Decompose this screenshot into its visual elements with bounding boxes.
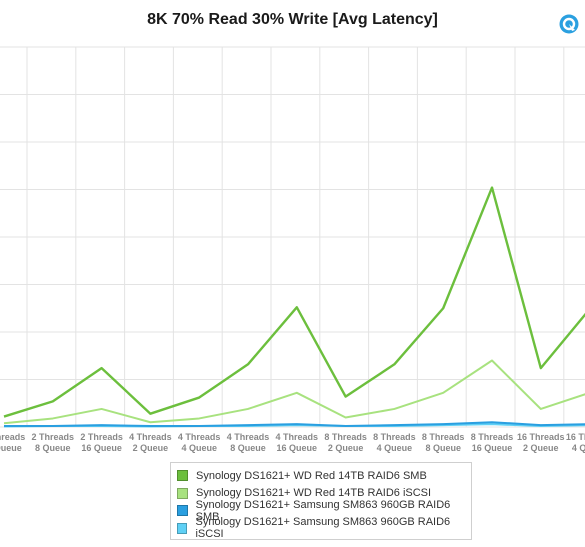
legend-label: Synology DS1621+ WD Red 14TB RAID6 SMB <box>196 469 427 482</box>
x-tick-label: 2 Threads 8 Queue <box>32 432 75 453</box>
x-tick-label: 4 Threads 2 Queue <box>129 432 172 453</box>
x-tick-label: 4 Threads 4 Queue <box>178 432 221 453</box>
x-tick-label: 4 Threads 16 Queue <box>276 432 319 453</box>
legend-item[interactable]: Synology DS1621+ Samsung SM863 960GB RAI… <box>177 498 465 523</box>
chart-series <box>3 186 585 428</box>
legend-label: Synology DS1621+ Samsung SM863 960GB RAI… <box>195 516 451 541</box>
x-tick-label: 8 Threads 2 Queue <box>324 432 367 453</box>
chart-grid <box>0 46 585 428</box>
legend-swatch <box>177 487 188 499</box>
legend-swatch <box>177 505 188 517</box>
legend-label: Synology DS1621+ WD Red 14TB RAID6 iSCSI <box>196 487 432 500</box>
refresh-logo-icon[interactable] <box>559 14 579 34</box>
legend-swatch <box>177 470 188 482</box>
x-tick-label: 4 Threads 8 Queue <box>227 432 270 453</box>
x-tick-label: 8 Threads 16 Queue <box>471 432 514 453</box>
x-tick-label: 2 Threads 16 Queue <box>80 432 123 453</box>
x-tick-label: 16 Threads 2 Queue <box>517 432 565 453</box>
x-tick-label: 8 Threads 4 Queue <box>373 432 416 453</box>
legend-item[interactable]: Synology DS1621+ Samsung SM863 960GB RAI… <box>177 516 465 540</box>
series-line-2[interactable] <box>3 359 585 425</box>
legend-item[interactable]: Synology DS1621+ WD Red 14TB RAID6 iSCSI <box>177 485 465 503</box>
legend-label: Synology DS1621+ Samsung SM863 960GB RAI… <box>195 498 451 523</box>
chart-title: 8K 70% Read 30% Write [Avg Latency] <box>147 11 438 28</box>
legend-item[interactable]: Synology DS1621+ WD Red 14TB RAID6 SMB <box>177 467 465 485</box>
series-line-1[interactable] <box>3 186 585 418</box>
legend: Synology DS1621+ WD Red 14TB RAID6 SMB Sy… <box>170 462 472 540</box>
legend-swatch <box>177 522 188 534</box>
series-line-3[interactable] <box>4 421 585 428</box>
x-tick-label: 8 Threads 8 Queue <box>422 432 465 453</box>
